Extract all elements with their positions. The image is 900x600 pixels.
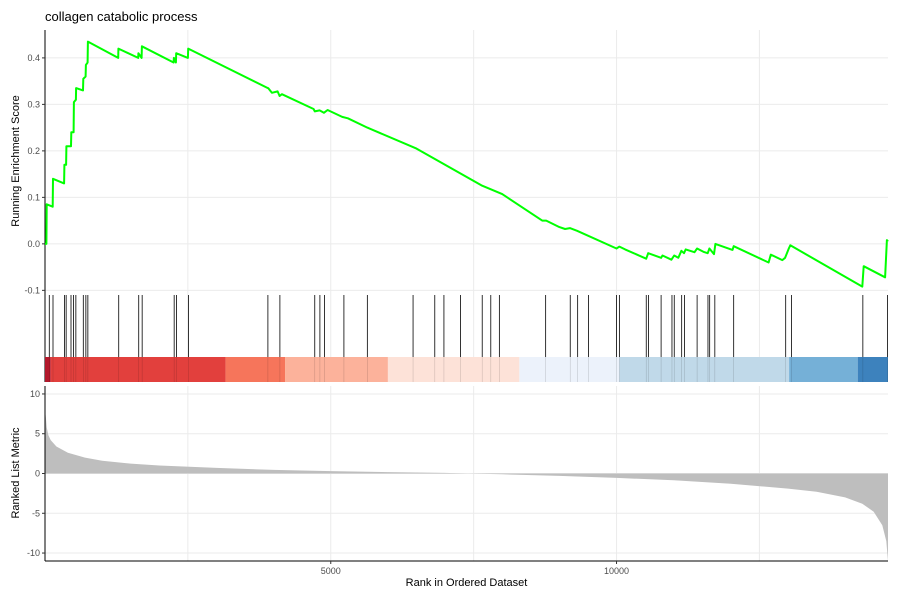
- es-y-tick-label-5: 0.4: [27, 53, 40, 63]
- es-y-tick-label-0: -0.1: [24, 285, 40, 295]
- metric-y-tick-label-3: 5: [35, 429, 40, 439]
- es-y-axis: -0.1 0.0 0.1 0.2 0.3 0.4: [24, 30, 46, 295]
- ranked-metric-fill: [45, 409, 888, 561]
- color-band-3: [285, 357, 388, 382]
- color-band-6: [619, 357, 790, 382]
- x-axis: 5000 10000: [45, 560, 888, 576]
- running-enrichment-line: [45, 40, 889, 288]
- es-y-tick-label-4: 0.3: [27, 99, 40, 109]
- ranked-metric-area: [45, 409, 888, 561]
- chart-title: collagen catabolic process: [45, 9, 198, 24]
- ranked-metric-panel: -10 -5 0 5 10 5000 10000: [27, 386, 888, 576]
- color-band-1: [50, 357, 226, 382]
- metric-y-tick-label-4: 10: [30, 389, 40, 399]
- rank-color-bar: [45, 357, 888, 382]
- es-y-tick-label-1: 0.0: [27, 239, 40, 249]
- mid-grid: [187, 295, 760, 357]
- x-tick-label-0: 5000: [321, 566, 341, 576]
- enrichment-score-panel: -0.1 0.0 0.1 0.2 0.3 0.4: [24, 30, 889, 295]
- metric-y-axis: -10 -5 0 5 10: [27, 386, 46, 561]
- color-band-2: [225, 357, 286, 382]
- metric-y-tick-label-2: 0: [35, 469, 40, 479]
- gene-hits: [44, 295, 888, 382]
- es-y-axis-title: Running Enrichment Score: [10, 95, 22, 226]
- metric-y-tick-label-1: -5: [32, 508, 40, 518]
- metric-y-tick-label-0: -10: [27, 548, 40, 558]
- x-tick-label-1: 10000: [604, 566, 629, 576]
- es-y-tick-label-3: 0.2: [27, 146, 40, 156]
- color-band-8: [857, 357, 888, 382]
- gene-hit-panel: [44, 295, 888, 382]
- top-grid: [45, 30, 888, 295]
- x-axis-title: Rank in Ordered Dataset: [406, 577, 528, 589]
- color-band-5: [519, 357, 620, 382]
- color-band-0: [45, 357, 51, 382]
- metric-y-axis-title: Ranked List Metric: [10, 427, 22, 519]
- es-y-tick-label-2: 0.1: [27, 192, 40, 202]
- es-series-line: [45, 40, 889, 288]
- color-band-4: [387, 357, 520, 382]
- color-band-7: [789, 357, 858, 382]
